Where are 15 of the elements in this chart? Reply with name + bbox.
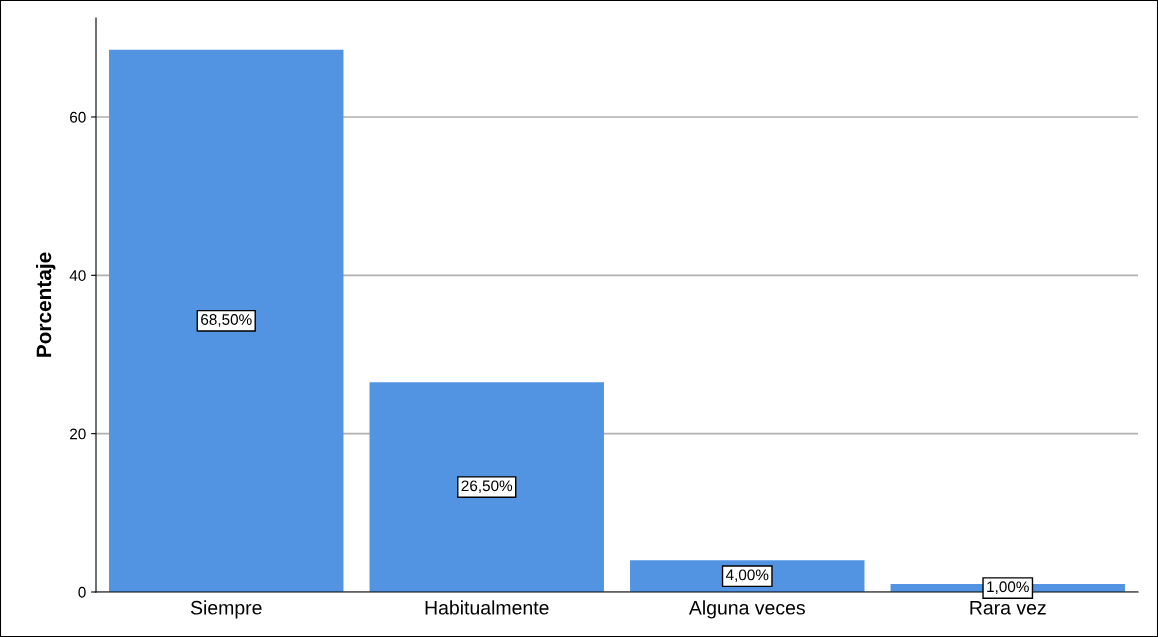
bar	[109, 49, 344, 592]
y-tick-label: 20	[70, 428, 86, 440]
data-label: 68,50%	[201, 314, 252, 327]
x-tick-label: Habitualmente	[425, 600, 549, 615]
x-tick-label: Rara vez	[970, 601, 1046, 615]
data-label: 4,00%	[725, 569, 769, 583]
x-tick-label: Siempre	[190, 600, 262, 619]
x-tick-label: Alguna veces	[688, 600, 805, 619]
data-label: 1,00%	[987, 581, 1029, 594]
y-tick-label: 60	[70, 111, 86, 123]
y-tick-label: 40	[69, 270, 86, 281]
y-tick-label: 0	[78, 586, 86, 598]
bar	[369, 382, 604, 592]
data-label: 26,50%	[461, 480, 513, 493]
y-axis-title: Porcentaje	[35, 252, 56, 357]
